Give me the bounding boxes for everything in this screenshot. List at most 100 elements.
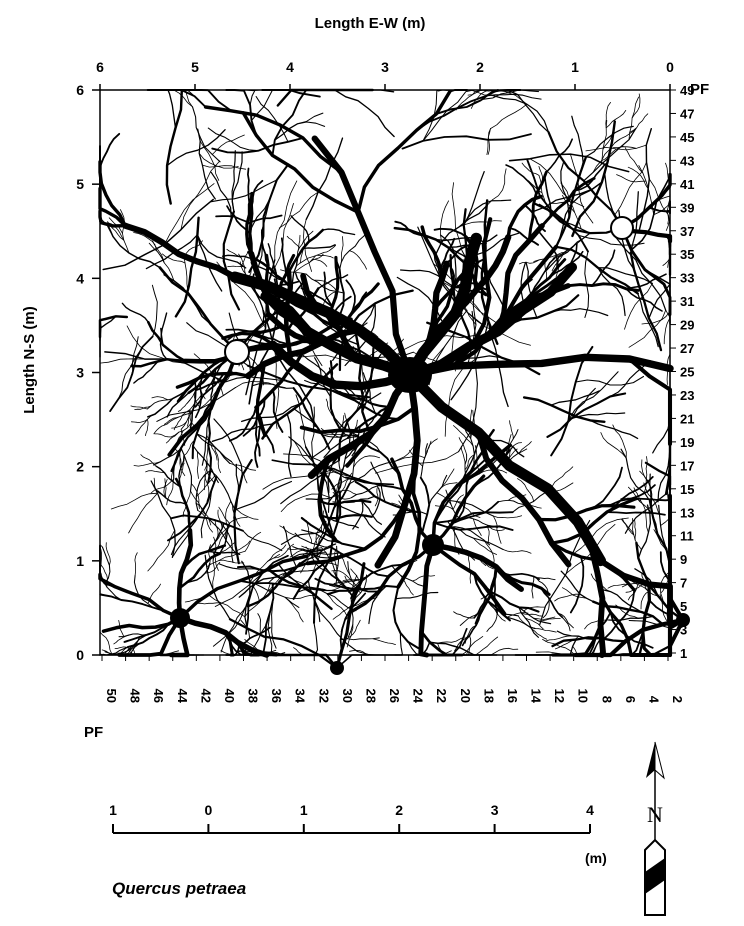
root [635,520,636,540]
root [476,637,498,655]
root [193,107,221,162]
root [552,309,608,316]
root [230,619,337,668]
bottom-tick-label: 48 [128,689,143,703]
root [215,519,218,538]
root [278,90,373,106]
caption: Quercus petraea [112,879,246,898]
bottom-tick-label: 34 [293,689,308,704]
root [394,587,419,648]
root [403,134,531,149]
root [148,90,206,107]
root [610,361,650,397]
right-tick-label: 35 [680,247,694,262]
right-tick-label: 47 [680,106,694,121]
root [613,425,627,458]
right-tick-label: 11 [680,529,694,544]
right-tick-label: 17 [680,458,694,473]
root-crown [388,357,432,393]
root [491,648,518,655]
root [167,90,182,203]
root [329,518,358,528]
root [503,550,531,554]
right-tick-label: 37 [680,224,694,239]
root [289,230,323,272]
root [148,584,161,603]
root [248,169,250,205]
root [395,633,403,655]
left-tick-label: 5 [76,176,84,192]
right-tick-label: 31 [680,294,694,309]
root [491,104,527,128]
root [219,560,244,563]
root [275,181,297,260]
bottom-tick-label: 50 [104,689,119,703]
bottom-tick-label: 32 [316,689,331,703]
root [280,526,300,538]
bottom-tick-label: 4 [646,696,661,704]
root [122,303,148,322]
top-tick-label: 2 [476,59,484,75]
right-tick-label: 23 [680,388,694,403]
root [250,90,266,105]
root [256,97,288,142]
bottom-tick-label: 14 [529,689,544,704]
right-tick-label: 1 [680,646,687,661]
bottom-tick-label: 36 [269,689,284,703]
bottom-tick-label: 44 [175,689,190,704]
root [129,493,158,533]
root [164,184,214,245]
left-tick-label: 1 [76,553,84,569]
root [243,113,358,212]
bottom-tick-label: 10 [576,689,591,703]
root [147,399,172,409]
root [521,613,542,616]
bottom-corner-label: PF [84,724,103,741]
right-tick-label: 7 [680,576,687,591]
right-tick-label: 3 [680,623,687,638]
root [625,148,643,173]
root [132,359,186,366]
root-crown [170,608,190,628]
root [628,167,648,189]
north-head-right [655,742,664,778]
right-tick-label: 25 [680,365,694,380]
root [154,478,162,494]
bottom-tick-label: 8 [599,696,614,703]
root [622,519,633,535]
root [167,130,225,166]
root [617,175,646,182]
root [242,403,302,421]
root [331,361,341,430]
bottom-tick-label: 38 [246,689,261,703]
right-tick-label: 27 [680,341,694,356]
root [180,556,307,618]
root [152,397,168,400]
scale-tick-label: 3 [491,802,499,818]
root [197,434,232,462]
top-tick-label: 4 [286,59,294,75]
root [664,314,670,344]
north-head-left [646,742,655,778]
root [541,588,562,617]
bottom-tick-label: 28 [363,689,378,703]
right-tick-label: 49 [680,83,694,98]
root [330,257,338,316]
root [373,639,396,645]
root [152,285,157,336]
root [178,400,190,412]
root [285,595,315,598]
north-arrow: N [645,742,665,915]
bottom-tick-label: 16 [505,689,520,703]
root [492,95,549,132]
left-axis-label: Length N-S (m) [21,306,38,413]
right-tick-label: 43 [680,153,694,168]
scale-tick-label: 2 [395,802,403,818]
root [607,512,665,515]
root [287,236,299,247]
top-axis-label: Length E-W (m) [315,15,426,32]
right-tick-label: 9 [680,552,687,567]
root [227,249,241,258]
root [202,165,245,169]
root [630,359,671,444]
